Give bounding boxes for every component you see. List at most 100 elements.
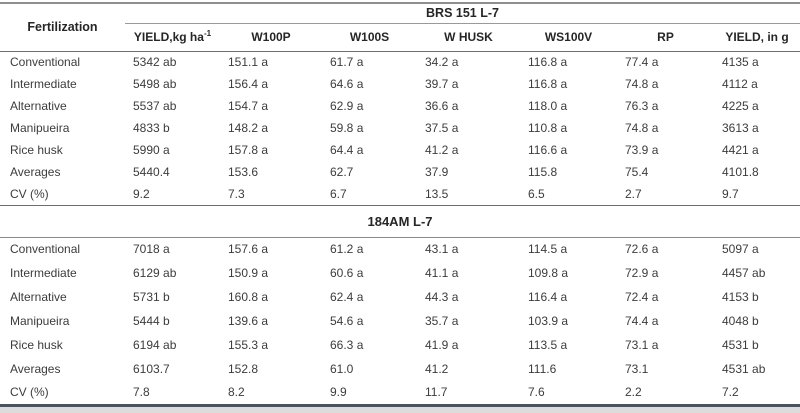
table-cell: 153.6: [228, 165, 259, 179]
table-cell: 75.4: [625, 165, 649, 179]
row-label: Intermediate: [10, 77, 77, 91]
table-cell: 13.5: [425, 186, 449, 201]
table-cell: 6129 ab: [133, 266, 177, 280]
table-row: Intermediate 5498 ab 156.4 a 64.6 a 39.7 a 11…: [0, 73, 800, 95]
table-row: Conventional 5342 ab 151.1 a 61.7 a 34.2 a 11…: [0, 51, 800, 73]
table-cell: 4421 a: [722, 143, 759, 157]
col-header-w100p: W100P: [220, 23, 322, 52]
table-cell: 34.2 a: [425, 55, 459, 70]
row-label: Conventional: [10, 242, 81, 257]
table-cell: 109.8 a: [528, 266, 569, 280]
table-row: Alternative 5731 b 160.8 a 62.4 a 44.3 a 116.…: [0, 285, 800, 309]
row-label: CV (%): [10, 385, 49, 400]
table-row: Manipueira 5444 b 139.6 a 54.6 a 35.7 a 103.9…: [0, 309, 800, 333]
table-cell: 4112 a: [722, 77, 758, 91]
table-cell: 116.8 a: [528, 77, 568, 91]
table-cell: 4457 ab: [722, 266, 766, 280]
table-cell: 6194 ab: [133, 338, 177, 352]
table-header: Fertilization BRS 151 L-7 YIELD,kg ha-1 …: [0, 3, 800, 52]
table-cell: 9.7: [722, 186, 739, 201]
table-cell: 7.8: [133, 385, 150, 400]
table-cell: 116.8 a: [528, 55, 568, 70]
row-label: Intermediate: [10, 266, 77, 280]
table-cell: 44.3 a: [425, 290, 459, 304]
table-cell: 4833 b: [133, 121, 170, 135]
table-cell: 4048 b: [722, 314, 759, 328]
table-row: Intermediate 6129 ab 150.9 a 60.6 a 41.1 a 10…: [0, 261, 800, 285]
table-cell: 5498 ab: [133, 77, 177, 91]
row-label: Rice husk: [10, 143, 63, 157]
table-cell: 118.0 a: [528, 99, 568, 113]
table-cell: 156.4 a: [228, 77, 269, 91]
row-label: Rice husk: [10, 338, 63, 352]
table-cell: 36.6 a: [425, 99, 459, 113]
col-header-fertilization: Fertilization: [0, 3, 125, 52]
section-title-brs-151-l7: BRS 151 L-7: [125, 3, 800, 24]
table-cell: 5990 a: [133, 143, 170, 157]
col-header-yield-kg-ha: YIELD,kg ha-1: [125, 23, 220, 52]
table-cell: 6.5: [528, 186, 545, 201]
table-cell: 73.9 a: [625, 143, 659, 157]
table-cell: 72.4 a: [625, 290, 659, 304]
table-cell: 116.6 a: [528, 143, 568, 157]
table-cell: 60.6 a: [330, 266, 364, 280]
table-cell: 5097 a: [722, 242, 759, 257]
table-row: CV (%) 9.2 7.3 6.7 13.5 6.5 2.7 9.7: [0, 183, 800, 205]
table-row: Alternative 5537 ab 154.7 a 62.9 a 36.6 a 118…: [0, 95, 800, 117]
superscript-minus-one: -1: [203, 29, 212, 38]
table-cell: 37.9: [425, 165, 449, 179]
table-cell: 74.4 a: [625, 314, 659, 328]
table-cell: 41.2 a: [425, 143, 459, 157]
table-cell: 8.2: [228, 385, 245, 400]
table-cell: 5342 ab: [133, 55, 177, 70]
table-row: Averages 6103.7 152.8 61.0 41.2 111.6 73.1 4531…: [0, 357, 800, 381]
table-cell: 77.4 a: [625, 55, 659, 70]
table-cell: 154.7 a: [228, 99, 269, 113]
table-cell: 41.9 a: [425, 338, 459, 352]
table-cell: 73.1 a: [625, 338, 659, 352]
table-cell: 37.5 a: [425, 121, 459, 135]
table-cell: 72.9 a: [625, 266, 659, 280]
table-cell: 39.7 a: [425, 77, 459, 91]
col-header-ws100v: WS100V: [520, 23, 617, 52]
table-cell: 11.7: [425, 385, 448, 400]
table-row: CV (%) 7.8 8.2 9.9 11.7 7.6 2.2 7.2: [0, 381, 800, 405]
table-cell: 155.3 a: [228, 338, 269, 352]
table-cell: 7.2: [722, 385, 739, 400]
bottom-strip: [0, 406, 800, 413]
table-cell: 41.2: [425, 362, 449, 376]
col-header-yield-in-g: YIELD, in g: [714, 23, 800, 52]
table-cell: 103.9 a: [528, 314, 569, 328]
table-cell: 61.2 a: [330, 242, 364, 257]
table-cell: 148.2 a: [228, 121, 269, 135]
table-cell: 5440.4: [133, 165, 170, 179]
col-header-rp: RP: [617, 23, 714, 52]
table-cell: 151.1 a: [228, 55, 269, 70]
table-cell: 4225 a: [722, 99, 759, 113]
table-cell: 73.1: [625, 362, 649, 376]
row-label: Manipueira: [10, 121, 70, 135]
table-cell: 7.6: [528, 385, 545, 400]
table-cell: 72.6 a: [625, 242, 659, 257]
table-cell: 7.3: [228, 186, 245, 201]
row-label: Alternative: [10, 290, 67, 304]
table-cell: 150.9 a: [228, 266, 269, 280]
table-cell: 5537 ab: [133, 99, 177, 113]
row-label: Alternative: [10, 99, 67, 113]
col-header-w100s: W100S: [322, 23, 417, 52]
table-cell: 152.8: [228, 362, 259, 376]
row-label: CV (%): [10, 186, 49, 201]
table-row: Averages 5440.4 153.6 62.7 37.9 115.8 75.4 4101…: [0, 161, 800, 183]
table-cell: 9.9: [330, 385, 347, 400]
table-cell: 9.2: [133, 186, 150, 201]
table-cell: 6.7: [330, 186, 347, 201]
table-cell: 4101.8: [722, 165, 759, 179]
table-cell: 41.1 a: [425, 266, 459, 280]
table-cell: 4531 ab: [722, 362, 766, 376]
section-brs-151-l7-rows: Conventional 5342 ab 151.1 a 61.7 a 34.2 a 11…: [0, 51, 800, 205]
table-cell: 74.8 a: [625, 121, 659, 135]
col-header-w-husk: W HUSK: [417, 23, 520, 52]
section-184am-l7-rows: Conventional 7018 a 157.6 a 61.2 a 43.1 a 114…: [0, 237, 800, 405]
table-cell: 4531 b: [722, 338, 759, 352]
